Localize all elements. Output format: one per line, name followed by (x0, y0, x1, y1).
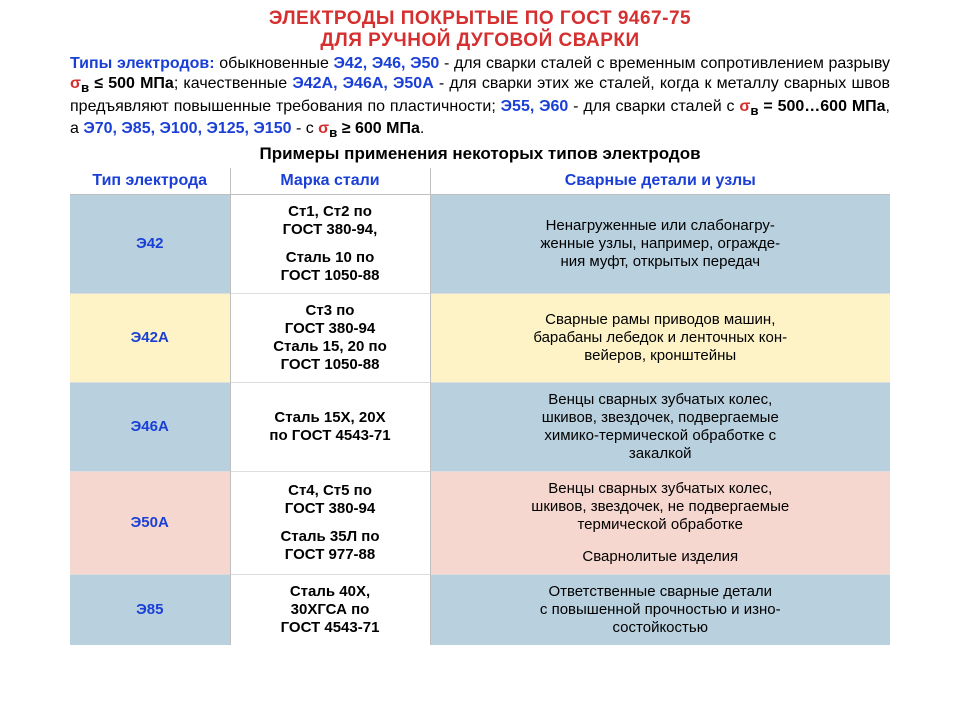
table-row: Э50АСт4, Ст5 поГОСТ 380-94Сталь 35Л поГО… (70, 472, 890, 575)
steel-grade: Сталь 40Х,30ХГСА поГОСТ 4543-71 (230, 575, 430, 646)
table-header-row: Тип электрода Марка стали Сварные детали… (70, 168, 890, 195)
electrode-code: Э42 (70, 195, 230, 294)
main-title: ЭЛЕКТРОДЫ ПОКРЫТЫЕ ПО ГОСТ 9467-75 ДЛЯ Р… (70, 8, 890, 52)
electrode-code: Э50А (70, 472, 230, 575)
table-row: Э42Ст1, Ст2 поГОСТ 380-94,Сталь 10 поГОС… (70, 195, 890, 294)
table-row: Э46АСталь 15Х, 20Хпо ГОСТ 4543-71Венцы с… (70, 383, 890, 472)
th-steel: Марка стали (230, 168, 430, 195)
table-row: Э42АСт3 поГОСТ 380-94Сталь 15, 20 поГОСТ… (70, 294, 890, 383)
electrode-code: Э46А (70, 383, 230, 472)
application: Сварные рамы приводов машин,барабаны леб… (430, 294, 890, 383)
application: Венцы сварных зубчатых колес,шкивов, зве… (430, 383, 890, 472)
electrode-code: Э42А (70, 294, 230, 383)
application: Ненагруженные или слабонагру-женные узлы… (430, 195, 890, 294)
steel-grade: Сталь 15Х, 20Хпо ГОСТ 4543-71 (230, 383, 430, 472)
intro-paragraph: Типы электродов: обыкновенные Э42, Э46, … (70, 54, 890, 143)
electrodes-table: Тип электрода Марка стали Сварные детали… (70, 168, 890, 645)
th-app: Сварные детали и узлы (430, 168, 890, 195)
electrode-code: Э85 (70, 575, 230, 646)
application: Венцы сварных зубчатых колес,шкивов, зве… (430, 472, 890, 575)
table-subhead: Примеры применения некоторых типов элект… (70, 144, 890, 164)
steel-grade: Ст1, Ст2 поГОСТ 380-94,Сталь 10 поГОСТ 1… (230, 195, 430, 294)
table-row: Э85Сталь 40Х,30ХГСА поГОСТ 4543-71Ответс… (70, 575, 890, 646)
steel-grade: Ст4, Ст5 поГОСТ 380-94Сталь 35Л поГОСТ 9… (230, 472, 430, 575)
th-type: Тип электрода (70, 168, 230, 195)
application: Ответственные сварные деталис повышенной… (430, 575, 890, 646)
steel-grade: Ст3 поГОСТ 380-94Сталь 15, 20 поГОСТ 105… (230, 294, 430, 383)
